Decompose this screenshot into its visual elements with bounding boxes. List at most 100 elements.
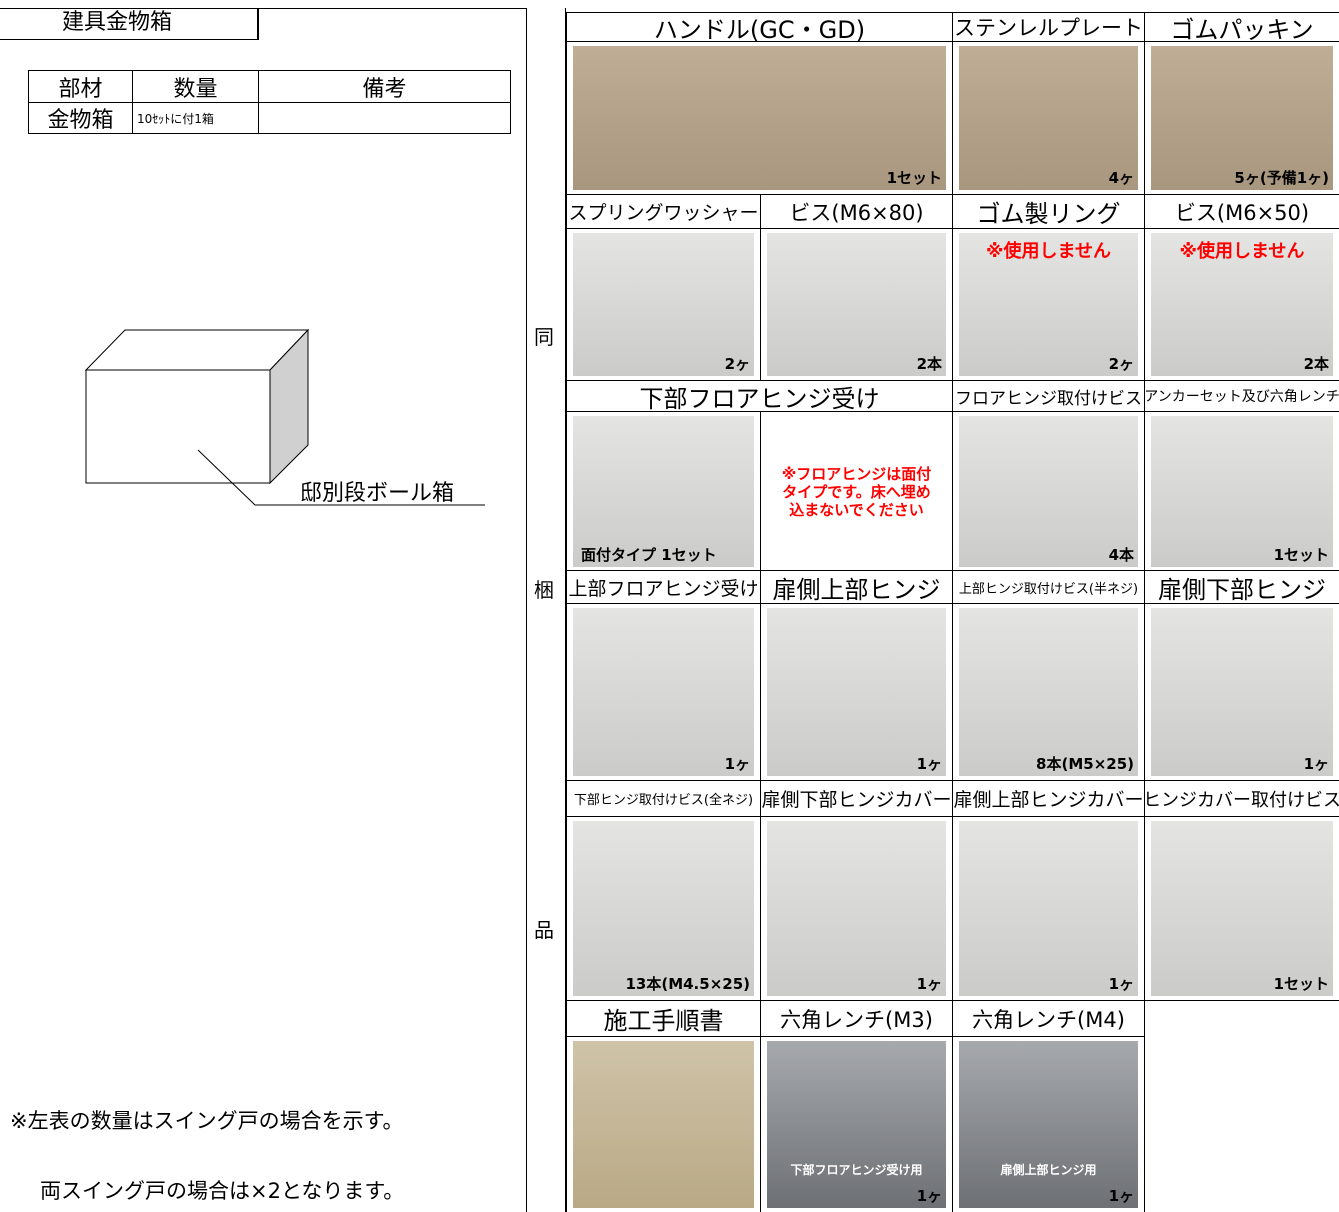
quantity: 1セット	[1273, 975, 1329, 993]
photo-image	[573, 416, 754, 567]
item-title: 六角レンチ(M4)	[952, 1000, 1145, 1037]
item-photo: 4ヶ	[952, 41, 1145, 195]
item-photo: 1ヶ	[566, 603, 761, 781]
caption: 下部フロアヒンジ受け用	[790, 1163, 923, 1177]
item-title: 上部ヒンジ取付けビス(半ネジ)	[952, 570, 1145, 604]
quantity: 4ヶ	[1108, 169, 1134, 187]
note: ※左表の数量はスイング戸の場合を示す。	[10, 1109, 404, 1133]
side-label: 品	[534, 918, 554, 942]
quantity: 1ヶ	[916, 975, 942, 993]
caption: 扉側上部ヒンジ用	[1000, 1163, 1097, 1177]
item-title: 扉側上部ヒンジ	[760, 570, 953, 604]
quantity: 面付タイプ 1セット	[581, 546, 717, 564]
photo-image	[959, 821, 1138, 996]
photo-image	[959, 233, 1138, 376]
box-diagram	[84, 328, 485, 506]
item-photo: 面付タイプ 1セット	[566, 411, 761, 572]
item-photo: 1ヶ	[952, 816, 1145, 1001]
item-title: ゴムパッキン	[1144, 12, 1339, 42]
item-photo	[566, 1036, 761, 1212]
photo-image	[959, 416, 1138, 567]
doc-title: 建具金物箱	[0, 8, 259, 40]
warning: ※使用しません	[1179, 241, 1305, 262]
photo-image	[767, 821, 946, 996]
quantity: 1ヶ	[1108, 975, 1134, 993]
photo-image	[1151, 233, 1333, 376]
item-photo: 2ヶ	[566, 228, 761, 381]
table-cell: 金物箱	[28, 102, 133, 134]
photo-image	[1151, 821, 1333, 996]
item-title: スプリングワッシャー	[566, 194, 761, 229]
item-title: ゴム製リング	[952, 194, 1145, 229]
quantity: 1セット	[886, 169, 942, 187]
item-photo: 1セット	[1144, 411, 1339, 572]
item-title: ステンレルプレート	[952, 12, 1145, 42]
item-title: 下部ヒンジ取付けビス(全ネジ)	[566, 780, 761, 817]
item-photo: 1ヶ	[1144, 603, 1339, 781]
photo-image	[573, 233, 754, 376]
photo-image	[767, 608, 946, 776]
quantity: 2本	[1303, 355, 1329, 373]
quantity: 4本	[1108, 546, 1134, 564]
quantity: 1ヶ	[916, 755, 942, 773]
rule	[0, 8, 527, 9]
item-photo: 8本(M5×25)	[952, 603, 1145, 781]
item-photo: 2本	[760, 228, 953, 381]
item-title: 施工手順書	[566, 1000, 761, 1037]
item-photo: 4本	[952, 411, 1145, 572]
item-title: 上部フロアヒンジ受け	[566, 570, 761, 604]
item-title: ビス(M6×80)	[760, 194, 953, 229]
photo-image	[959, 1041, 1138, 1208]
item-title: 扉側下部ヒンジカバー	[760, 780, 953, 817]
photo-image	[767, 233, 946, 376]
item-title: 六角レンチ(M3)	[760, 1000, 953, 1037]
quantity: 1ヶ	[916, 1187, 942, 1205]
quantity: 13本(M4.5×25)	[625, 975, 750, 993]
side-label: 同	[534, 325, 554, 349]
quantity: 1ヶ	[1303, 755, 1329, 773]
item-title: ビス(M6×50)	[1144, 194, 1339, 229]
quantity: 2ヶ	[724, 355, 750, 373]
photo-image	[573, 608, 754, 776]
item-photo: 1ヶ	[760, 603, 953, 781]
item-photo: 下部フロアヒンジ受け用 1ヶ	[760, 1036, 953, 1212]
quantity: 2本	[916, 355, 942, 373]
table-header: 数量	[132, 70, 259, 103]
note: 両スイング戸の場合は×2となります。	[40, 1179, 405, 1203]
quantity: 5ヶ(予備1ヶ)	[1234, 169, 1329, 187]
item-title: 扉側下部ヒンジ	[1144, 570, 1339, 604]
item-photo: ※使用しません 2ヶ	[952, 228, 1145, 381]
notice: ※フロアヒンジは面付タイプです。床へ埋め込まないでください	[760, 411, 953, 572]
item-photo: ※使用しません 2本	[1144, 228, 1339, 381]
photo-image	[573, 821, 754, 996]
item-photo: 1ヶ	[760, 816, 953, 1001]
photo-image	[573, 1041, 754, 1208]
item-title: 扉側上部ヒンジカバー	[952, 780, 1145, 817]
table-header: 備考	[258, 70, 511, 103]
photo-image	[1151, 608, 1333, 776]
empty-cell	[1144, 1000, 1339, 1212]
item-photo: 扉側上部ヒンジ用 1ヶ	[952, 1036, 1145, 1212]
photo-image	[1151, 46, 1333, 190]
photo-image	[959, 46, 1138, 190]
item-photo: 1セット	[1144, 816, 1339, 1001]
item-title: フロアヒンジ取付けビス	[952, 380, 1145, 412]
warning: ※使用しません	[986, 241, 1111, 262]
photo-image	[1151, 416, 1333, 567]
photo-image	[959, 608, 1138, 776]
divider	[526, 8, 527, 1212]
photo-image	[767, 1041, 946, 1208]
photo-image	[573, 46, 946, 190]
item-title: 下部フロアヒンジ受け	[566, 380, 953, 412]
table-cell	[258, 102, 511, 134]
quantity: 1ヶ	[1108, 1187, 1134, 1205]
item-title: ヒンジカバー取付けビス	[1144, 780, 1339, 817]
quantity: 1セット	[1273, 546, 1329, 564]
item-photo: 5ヶ(予備1ヶ)	[1144, 41, 1339, 195]
item-photo: 1セット	[566, 41, 953, 195]
box-label: 邸別段ボール箱	[300, 481, 455, 506]
item-title: アンカーセット及び六角レンチ	[1144, 380, 1339, 412]
divider	[565, 8, 566, 1212]
table-cell: 10ｾｯﾄに付1箱	[132, 102, 259, 134]
